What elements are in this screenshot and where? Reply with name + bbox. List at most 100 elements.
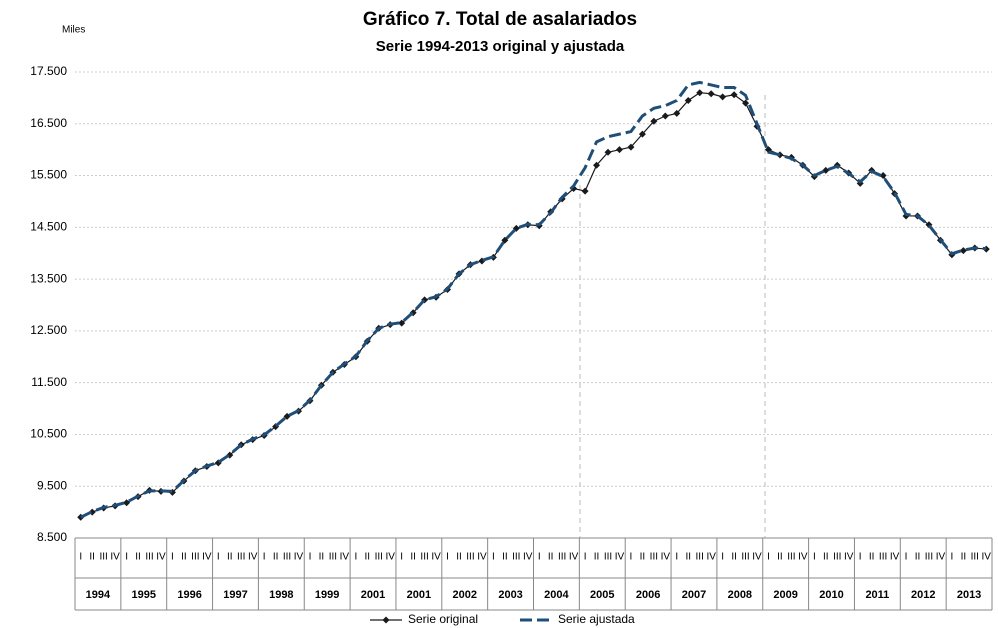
y-tick-label: 14.500: [30, 220, 67, 234]
x-tick-label: II: [869, 552, 875, 563]
x-tick-label: III: [329, 552, 337, 563]
x-tick-label: III: [833, 552, 841, 563]
x-tick-label: I: [171, 552, 174, 563]
x-tick-label: IV: [569, 552, 579, 563]
legend-label: Serie original: [408, 612, 478, 626]
x-tick-label: III: [375, 552, 383, 563]
x-tick-label: I: [538, 552, 541, 563]
marker: [742, 99, 750, 107]
x-tick-label: IV: [615, 552, 625, 563]
y-axis-label: Miles: [62, 25, 85, 36]
x-tick-label: II: [777, 552, 783, 563]
x-tick-label: III: [558, 552, 566, 563]
year-label: 2010: [819, 589, 843, 601]
x-tick-label: II: [365, 552, 371, 563]
x-tick-label: II: [685, 552, 691, 563]
x-tick-label: II: [135, 552, 141, 563]
x-tick-label: III: [650, 552, 658, 563]
year-label: 1994: [86, 589, 111, 601]
marker: [696, 89, 704, 97]
marker: [673, 109, 681, 117]
year-label: 1995: [132, 589, 156, 601]
year-label: 2006: [636, 589, 660, 601]
x-tick-label: II: [319, 552, 325, 563]
year-label: 2008: [728, 589, 752, 601]
x-tick-label: IV: [706, 552, 716, 563]
x-tick-label: III: [420, 552, 428, 563]
x-tick-label: IV: [752, 552, 762, 563]
x-tick-label: IV: [798, 552, 808, 563]
year-label: 2001: [407, 589, 431, 601]
x-tick-label: III: [512, 552, 520, 563]
x-tick-label: IV: [661, 552, 671, 563]
x-tick-label: I: [400, 552, 403, 563]
x-tick-label: II: [915, 552, 921, 563]
marker: [650, 117, 658, 125]
y-tick-label: 13.500: [30, 271, 67, 285]
x-tick-label: I: [263, 552, 266, 563]
year-label: 2001: [361, 589, 385, 601]
x-tick-label: IV: [523, 552, 533, 563]
marker: [593, 161, 601, 169]
x-tick-label: III: [696, 552, 704, 563]
x-tick-label: II: [961, 552, 967, 563]
x-tick-label: IV: [936, 552, 946, 563]
x-tick-label: IV: [431, 552, 441, 563]
x-tick-label: I: [721, 552, 724, 563]
x-tick-label: IV: [340, 552, 350, 563]
x-tick-label: IV: [248, 552, 258, 563]
x-tick-label: IV: [982, 552, 992, 563]
x-tick-label: I: [309, 552, 312, 563]
year-label: 2003: [498, 589, 522, 601]
y-tick-label: 16.500: [30, 116, 67, 130]
x-tick-label: I: [492, 552, 495, 563]
x-tick-label: II: [731, 552, 737, 563]
y-tick-label: 10.500: [30, 427, 67, 441]
year-label: 1996: [177, 589, 201, 601]
x-tick-label: II: [181, 552, 187, 563]
marker: [615, 146, 623, 154]
year-label: 1997: [223, 589, 247, 601]
marker: [730, 91, 738, 99]
x-tick-label: II: [273, 552, 279, 563]
x-tick-label: II: [548, 552, 554, 563]
x-tick-label: I: [905, 552, 908, 563]
x-tick-label: I: [354, 552, 357, 563]
y-tick-label: 8.500: [37, 530, 67, 544]
year-label: 2002: [452, 589, 476, 601]
legend-label: Serie ajustada: [558, 612, 635, 626]
marker: [581, 187, 589, 195]
x-tick-label: II: [823, 552, 829, 563]
y-tick-label: 17.500: [30, 64, 67, 78]
x-tick-label: I: [446, 552, 449, 563]
x-tick-label: III: [971, 552, 979, 563]
x-tick-label: IV: [110, 552, 120, 563]
x-tick-label: IV: [477, 552, 487, 563]
x-tick-label: III: [191, 552, 199, 563]
year-label: 2005: [590, 589, 614, 601]
x-tick-label: II: [640, 552, 646, 563]
y-tick-label: 9.500: [37, 478, 67, 492]
x-tick-label: III: [99, 552, 107, 563]
series-line: [80, 92, 987, 518]
marker: [604, 148, 612, 156]
year-label: 2011: [865, 589, 889, 601]
x-tick-label: III: [604, 552, 612, 563]
x-tick-label: I: [79, 552, 82, 563]
x-tick-label: IV: [202, 552, 212, 563]
marker: [879, 172, 887, 180]
x-tick-label: III: [741, 552, 749, 563]
year-label: 1998: [269, 589, 293, 601]
year-label: 2007: [682, 589, 706, 601]
marker: [627, 143, 635, 151]
marker: [123, 499, 131, 507]
series-line: [80, 80, 987, 519]
marker: [638, 130, 646, 138]
x-tick-label: II: [594, 552, 600, 563]
chart-subtitle: Serie 1994-2013 original y ajustada: [376, 38, 625, 55]
x-tick-label: IV: [385, 552, 395, 563]
x-tick-label: I: [217, 552, 220, 563]
x-tick-label: I: [675, 552, 678, 563]
year-label: 2009: [773, 589, 797, 601]
